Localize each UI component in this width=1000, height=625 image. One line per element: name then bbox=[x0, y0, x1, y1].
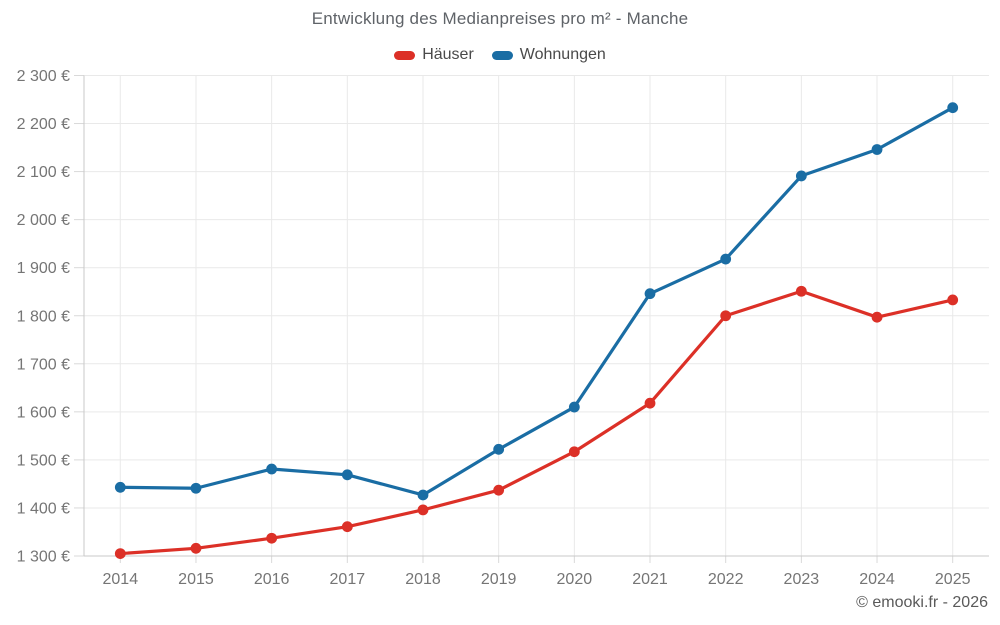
data-point[interactable] bbox=[568, 446, 580, 458]
chart-legend: Häuser Wohnungen bbox=[0, 46, 1000, 64]
x-axis-tick-label: 2019 bbox=[481, 571, 517, 588]
x-axis-tick-label: 2016 bbox=[254, 571, 290, 588]
y-axis-tick-label: 1 800 € bbox=[17, 308, 70, 325]
x-axis-tick-label: 2020 bbox=[557, 571, 593, 588]
y-axis-tick-label: 1 700 € bbox=[17, 356, 70, 373]
data-point[interactable] bbox=[493, 484, 505, 496]
data-point[interactable] bbox=[720, 310, 732, 322]
data-point[interactable] bbox=[341, 469, 353, 481]
data-point[interactable] bbox=[114, 548, 126, 559]
data-point[interactable] bbox=[947, 294, 959, 306]
data-point[interactable] bbox=[266, 463, 278, 475]
x-axis-tick-label: 2018 bbox=[405, 571, 441, 588]
series-line-1 bbox=[118, 106, 955, 497]
y-axis-tick-label: 2 100 € bbox=[17, 164, 70, 181]
data-point[interactable] bbox=[417, 504, 429, 516]
data-point[interactable] bbox=[417, 489, 429, 501]
x-axis-tick-label: 2021 bbox=[632, 571, 668, 588]
data-point[interactable] bbox=[568, 401, 580, 413]
data-point[interactable] bbox=[190, 482, 202, 494]
legend-item-wohnungen[interactable]: Wohnungen bbox=[491, 46, 606, 64]
y-axis-tick-label: 1 600 € bbox=[17, 404, 70, 421]
wohnungen-series-swatch-icon bbox=[491, 50, 513, 60]
y-axis-tick-label: 1 500 € bbox=[17, 452, 70, 469]
x-axis-tick-label: 2025 bbox=[935, 571, 971, 588]
legend-label-haeuser: Häuser bbox=[422, 46, 474, 63]
data-point[interactable] bbox=[795, 170, 807, 182]
y-axis-tick-label: 1 300 € bbox=[17, 549, 70, 566]
haeuser-series-swatch-icon bbox=[394, 50, 416, 60]
y-axis-tick-label: 2 000 € bbox=[17, 212, 70, 229]
data-point[interactable] bbox=[795, 285, 807, 297]
data-point[interactable] bbox=[644, 397, 656, 409]
x-axis-tick-label: 2022 bbox=[708, 571, 744, 588]
chart-title: Entwicklung des Medianpreises pro m² - M… bbox=[311, 9, 689, 28]
data-point[interactable] bbox=[720, 253, 732, 265]
data-point[interactable] bbox=[266, 532, 278, 544]
data-point[interactable] bbox=[114, 481, 126, 493]
x-axis-tick-label: 2017 bbox=[330, 571, 366, 588]
x-axis-tick-label: 2015 bbox=[178, 571, 214, 588]
y-axis-tick-label: 2 300 € bbox=[17, 68, 70, 85]
y-axis-tick-label: 1 400 € bbox=[17, 500, 70, 517]
y-axis-tick-label: 2 200 € bbox=[17, 116, 70, 133]
data-point[interactable] bbox=[871, 144, 883, 155]
data-point[interactable] bbox=[190, 542, 202, 554]
data-point[interactable] bbox=[341, 521, 353, 533]
x-axis-tick-label: 2023 bbox=[784, 571, 820, 588]
copyright: © emooki.fr - 2026 bbox=[856, 594, 988, 611]
data-point[interactable] bbox=[871, 311, 883, 323]
data-point[interactable] bbox=[644, 288, 656, 300]
y-axis-tick-label: 1 900 € bbox=[17, 260, 70, 277]
series-line-0 bbox=[118, 289, 955, 556]
legend-item-haeuser[interactable]: Häuser bbox=[394, 46, 474, 64]
data-point[interactable] bbox=[493, 443, 505, 455]
legend-label-wohnungen: Wohnungen bbox=[519, 46, 606, 63]
x-axis-tick-label: 2014 bbox=[103, 571, 139, 588]
data-point[interactable] bbox=[947, 102, 959, 114]
x-axis-tick-label: 2024 bbox=[859, 571, 895, 588]
